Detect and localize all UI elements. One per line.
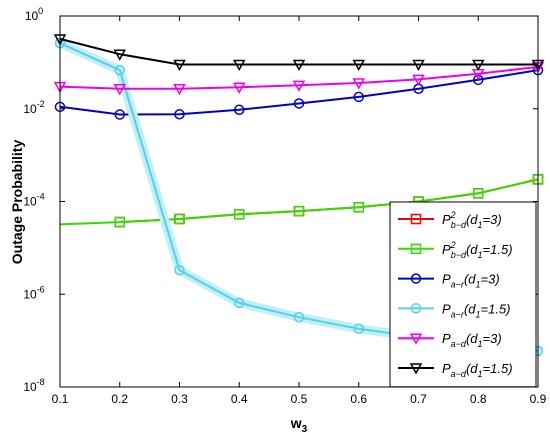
legend-label: Pa−d(d1=1.5) (442, 361, 513, 379)
y-tick-label: 10-4 (23, 192, 44, 209)
legend-label: Pa−r(d1=1.5) (442, 301, 511, 319)
y-tick-label: 100 (25, 6, 43, 23)
data-point (173, 83, 186, 96)
legend-marker (410, 213, 422, 225)
legend-item: Pa−d(d1=3) (398, 331, 502, 349)
series-line (59, 37, 538, 66)
data-point (114, 216, 125, 228)
series-line (59, 65, 539, 90)
legend-marker (410, 243, 422, 255)
data-point (292, 59, 306, 72)
x-tick-label: 0.2 (111, 392, 128, 406)
legend-item: P2 b−d(d1=3) (398, 210, 502, 230)
data-point (471, 59, 485, 72)
legend-label: P2 b−d(d1=3) (442, 210, 502, 230)
data-point (232, 59, 246, 72)
x-tick-label: 0.6 (350, 392, 367, 406)
data-point (293, 205, 305, 217)
data-point (234, 104, 245, 116)
x-tick-label: 0.4 (231, 392, 248, 406)
x-axis-label: w3 (290, 415, 308, 435)
series-4 (53, 62, 545, 96)
data-point (232, 82, 246, 94)
legend-marker (410, 303, 422, 314)
legend-item: Pa−r(d1=3) (398, 272, 500, 290)
data-point (113, 49, 127, 61)
legend-label: Pa−r(d1=3) (442, 272, 500, 290)
x-tick-label: 0.3 (171, 392, 188, 406)
data-point (174, 213, 185, 225)
data-point (352, 78, 366, 90)
legend-label: Pa−d(d1=3) (442, 331, 502, 349)
data-point (234, 297, 245, 309)
data-point (473, 74, 484, 86)
legend-item: Pa−r(d1=1.5) (398, 301, 511, 319)
legend-box (389, 201, 537, 388)
data-point (352, 59, 366, 72)
x-tick-label: 0.7 (410, 392, 427, 406)
data-point (293, 98, 305, 109)
y-tick-label: 10-2 (23, 99, 44, 116)
legend-marker (410, 273, 422, 284)
data-point (412, 74, 425, 86)
data-point (353, 91, 364, 103)
y-tick-label: 10-8 (23, 377, 44, 394)
legend-item: P2 b−d(d1=1.5) (398, 240, 513, 260)
data-point (114, 109, 125, 120)
data-point (353, 202, 364, 213)
series-line (59, 69, 539, 116)
y-tick-label: 10-6 (23, 284, 44, 301)
data-point (293, 311, 305, 323)
data-point (292, 80, 306, 92)
data-point (113, 83, 127, 96)
legend-marker (409, 333, 423, 345)
data-point (473, 188, 484, 199)
x-tick-label: 0.1 (52, 392, 69, 406)
legend: P2 b−d(d1=3) P2 b−d(d1=1.5) Pa−r(d1=3) Pa−r(d… (389, 201, 537, 388)
data-point (174, 109, 185, 120)
data-point (174, 264, 185, 276)
data-point (234, 209, 245, 220)
series-line (59, 178, 539, 226)
data-point (353, 323, 364, 335)
legend-item: Pa−d(d1=1.5) (398, 361, 513, 379)
y-axis-label: Outage Probability (9, 140, 25, 265)
legend-marker (409, 363, 423, 375)
data-point (173, 59, 186, 72)
data-point (114, 64, 125, 76)
x-tick-label: 0.8 (470, 392, 487, 406)
legend-label: P2 b−d(d1=1.5) (442, 240, 513, 260)
data-point (412, 59, 425, 72)
x-tick-label: 0.9 (530, 392, 547, 406)
x-tick-label: 0.5 (291, 392, 308, 406)
